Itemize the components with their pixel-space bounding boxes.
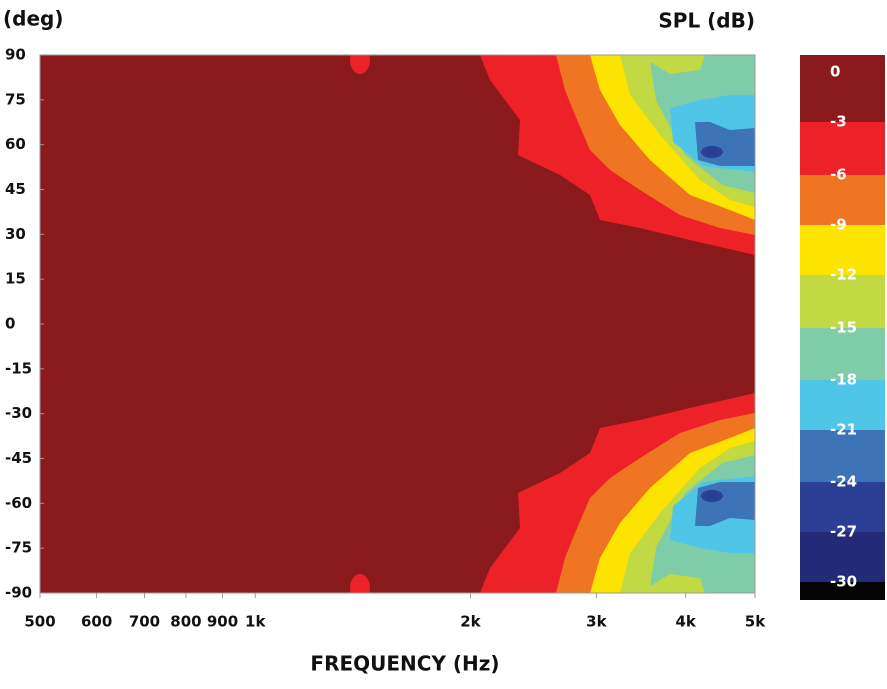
x-tick-label: 1k xyxy=(245,613,266,631)
colorbar-band xyxy=(800,328,885,380)
contour-region xyxy=(350,55,370,74)
y-tick-label: 75 xyxy=(5,90,26,108)
colorbar-tick-label: 0 xyxy=(830,63,840,81)
y-tick-label: 90 xyxy=(5,46,26,64)
y-tick-label: -60 xyxy=(5,494,32,512)
colorbar-tick-label: -18 xyxy=(830,371,857,389)
colorbar-tick-label: -24 xyxy=(830,473,857,491)
colorbar-band xyxy=(800,175,885,225)
y-tick-label: 15 xyxy=(5,270,26,288)
colorbar-tick-label: -30 xyxy=(830,573,857,591)
x-tick-label: 800 xyxy=(170,613,201,631)
y-tick-label: -15 xyxy=(5,359,32,377)
colorbar-band xyxy=(800,275,885,328)
y-tick-label: -90 xyxy=(5,584,32,602)
x-tick-label: 4k xyxy=(675,613,696,631)
x-tick-label: 3k xyxy=(586,613,607,631)
x-tick-label: 500 xyxy=(24,613,55,631)
colorbar-band xyxy=(800,482,885,532)
colorbar-tick-label: -27 xyxy=(830,523,857,541)
contour-region xyxy=(701,146,723,158)
colorbar-band xyxy=(800,55,885,122)
x-tick-label: 5k xyxy=(745,613,766,631)
colorbar-band xyxy=(800,122,885,175)
colorbar-tick-label: -12 xyxy=(830,266,857,284)
colorbar-label: SPL (dB) xyxy=(658,9,755,33)
y-tick-label: 45 xyxy=(5,180,26,198)
colorbar-band xyxy=(800,532,885,582)
y-axis-label: (deg) xyxy=(3,7,63,31)
colorbar-tick-label: -3 xyxy=(830,113,847,131)
x-axis-label: FREQUENCY (Hz) xyxy=(310,652,499,676)
colorbar-band xyxy=(800,380,885,430)
y-tick-label: -75 xyxy=(5,539,32,557)
colorbar-tick-label: -9 xyxy=(830,216,847,234)
plot-area xyxy=(40,55,755,593)
contour-region xyxy=(701,490,723,502)
y-tick-label: 60 xyxy=(5,135,26,153)
x-tick-label: 2k xyxy=(460,613,481,631)
colorbar-tick-label: -6 xyxy=(830,166,847,184)
colorbar-tick-label: -21 xyxy=(830,421,857,439)
colorbar-band xyxy=(800,582,885,600)
x-tick-label: 700 xyxy=(129,613,160,631)
y-tick-label: -30 xyxy=(5,404,32,422)
colorbar-band xyxy=(800,430,885,482)
x-tick-label: 600 xyxy=(81,613,112,631)
x-tick-label: 900 xyxy=(207,613,238,631)
y-tick-label: -45 xyxy=(5,449,32,467)
colorbar-tick-label: -15 xyxy=(830,319,857,337)
contour-region xyxy=(350,574,370,593)
y-tick-label: 30 xyxy=(5,225,26,243)
y-tick-label: 0 xyxy=(5,315,15,333)
colorbar-band xyxy=(800,225,885,275)
